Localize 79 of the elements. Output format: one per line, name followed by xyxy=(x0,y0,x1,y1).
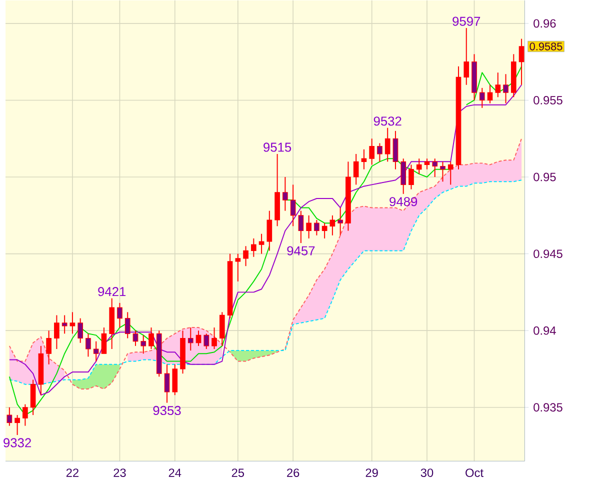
candlestick xyxy=(70,312,76,334)
candlestick xyxy=(322,222,328,240)
annotation: 9353 xyxy=(153,406,181,416)
y-tick-label: 0.935 xyxy=(534,403,562,412)
candlestick xyxy=(377,142,382,162)
candlestick xyxy=(196,330,202,347)
annotation: 9532 xyxy=(374,116,402,126)
candlestick xyxy=(140,334,146,354)
y-tick-label: 0.955 xyxy=(534,96,562,105)
candlestick xyxy=(314,220,320,236)
candlestick xyxy=(164,364,170,404)
candlestick xyxy=(448,161,454,186)
candlestick xyxy=(369,138,374,166)
candlestick xyxy=(464,28,470,86)
candlestick xyxy=(338,207,343,236)
candlestick xyxy=(78,318,83,344)
candlestick xyxy=(86,333,91,358)
candlestick xyxy=(188,327,194,352)
candlestick xyxy=(212,327,217,350)
candlestick xyxy=(408,164,414,190)
candlestick xyxy=(282,176,288,212)
candlestick xyxy=(54,314,60,350)
candlestick xyxy=(495,72,501,98)
candlestick xyxy=(148,327,154,350)
annotation: 9489 xyxy=(390,197,418,206)
candlestick xyxy=(416,158,422,175)
candlestick xyxy=(258,233,264,254)
candlestick xyxy=(132,330,138,347)
y-tick-label: 0.94 xyxy=(534,326,556,335)
candlestick xyxy=(487,84,493,104)
y-tick-label: 0.95 xyxy=(534,172,556,182)
candlestick xyxy=(503,74,508,104)
candlestick xyxy=(392,130,398,170)
x-tick-label: 26 xyxy=(287,468,300,478)
candlestick xyxy=(93,340,99,362)
x-tick-label: 29 xyxy=(366,468,378,478)
annotation: 9597 xyxy=(452,16,480,26)
x-tick-label: Oct xyxy=(466,468,484,478)
candlestick xyxy=(46,330,52,365)
candlestick xyxy=(479,88,485,108)
x-tick-label: 23 xyxy=(114,468,126,478)
candlestick xyxy=(400,158,406,194)
annotation: 9332 xyxy=(4,438,31,448)
candlestick xyxy=(117,302,122,328)
candlestick xyxy=(235,253,241,282)
candlestick xyxy=(330,214,336,236)
y-tick-label: 0.96 xyxy=(534,19,556,28)
candlestick xyxy=(290,184,296,227)
candlestick xyxy=(440,161,446,182)
x-tick-label: 30 xyxy=(420,468,434,478)
candlestick xyxy=(432,158,438,178)
candlestick xyxy=(14,414,20,436)
candlestick xyxy=(172,364,178,396)
candlestick xyxy=(101,327,107,354)
candlestick xyxy=(361,148,367,170)
x-tick-label: 25 xyxy=(232,468,244,478)
y-tick-label: 0.945 xyxy=(534,250,562,258)
annotation: 9515 xyxy=(264,142,292,152)
candlestick xyxy=(6,406,12,426)
candlestick xyxy=(266,210,272,252)
x-tick-label: 22 xyxy=(66,468,78,477)
candlestick xyxy=(251,238,256,258)
x-tick-label: 24 xyxy=(168,468,182,477)
candlestick xyxy=(353,154,359,186)
candlestick xyxy=(22,404,28,426)
candlestick xyxy=(219,312,225,347)
candlestick xyxy=(243,246,248,267)
candlestick xyxy=(306,214,312,240)
candlestick xyxy=(384,127,390,162)
candlestick xyxy=(62,314,68,334)
candlestick xyxy=(518,38,524,86)
annotation: 9457 xyxy=(287,246,315,256)
text: 0.9585 xyxy=(530,42,562,50)
candlestick xyxy=(30,379,36,416)
candlestick xyxy=(204,333,210,350)
candlestick xyxy=(424,158,430,170)
annotation: 9421 xyxy=(98,287,126,296)
candlestick xyxy=(298,210,304,244)
candlestick xyxy=(124,312,130,339)
